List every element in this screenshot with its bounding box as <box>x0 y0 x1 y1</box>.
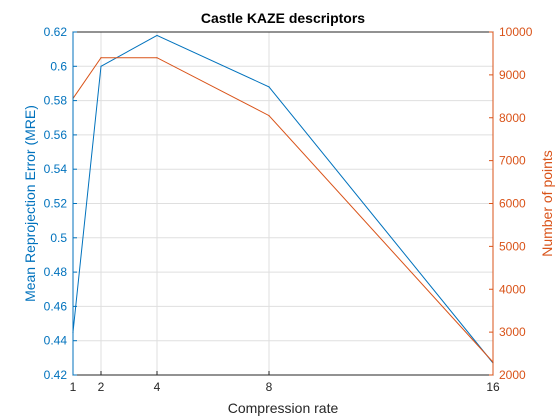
y-axis-right-label: Number of points <box>539 150 555 257</box>
series-lines <box>72 34 494 364</box>
y-left-tick-label: 0.62 <box>44 25 68 39</box>
grid-lines <box>72 31 494 376</box>
data-point <box>268 115 270 117</box>
y-right-tick-label: 6000 <box>499 197 526 211</box>
chart-title: Castle KAZE descriptors <box>201 10 365 26</box>
y-left-tick-label: 0.48 <box>44 265 68 279</box>
y-right-tick-label: 8000 <box>499 111 526 125</box>
y-left-tick-label: 0.58 <box>44 94 68 108</box>
y-right-tick-label: 3000 <box>499 325 526 339</box>
x-tick-label: 16 <box>486 380 500 394</box>
y-left-tick-label: 0.44 <box>44 334 68 348</box>
y-right-tick-label: 5000 <box>499 239 526 253</box>
y-left-tick-label: 0.42 <box>44 368 68 382</box>
data-point <box>100 57 102 59</box>
x-axis-label: Compression rate <box>228 400 339 416</box>
y-right-tick-label: 7000 <box>499 154 526 168</box>
y-left-tick-label: 0.56 <box>44 128 68 142</box>
x-tick-label: 4 <box>154 380 161 394</box>
axis-ticks: 1 2 4 8 16 0.42 0.44 0.46 0.48 0.5 0.52 0.54 0.56 0.5… <box>44 25 533 394</box>
x-tick-label: 2 <box>98 380 105 394</box>
y-right-tick-label: 4000 <box>499 282 526 296</box>
y-axis-left-label: Mean Reprojection Error (MRE) <box>22 105 38 302</box>
y-right-tick-label: 2000 <box>499 368 526 382</box>
data-point <box>156 34 158 37</box>
y-right-tick-label: 9000 <box>499 68 526 82</box>
y-left-tick-label: 0.46 <box>44 299 68 313</box>
data-point <box>100 65 102 67</box>
y-left-tick-label: 0.54 <box>44 162 68 176</box>
y-left-tick-label: 0.5 <box>50 231 67 245</box>
y-left-tick-label: 0.6 <box>50 59 67 73</box>
x-tick-label: 8 <box>266 380 273 394</box>
data-point <box>268 86 270 88</box>
y-right-tick-label: 10000 <box>499 25 533 39</box>
data-point <box>156 57 158 59</box>
x-tick-label: 1 <box>70 380 77 394</box>
y-left-tick-label: 0.52 <box>44 197 68 211</box>
series-line-left <box>72 34 494 364</box>
